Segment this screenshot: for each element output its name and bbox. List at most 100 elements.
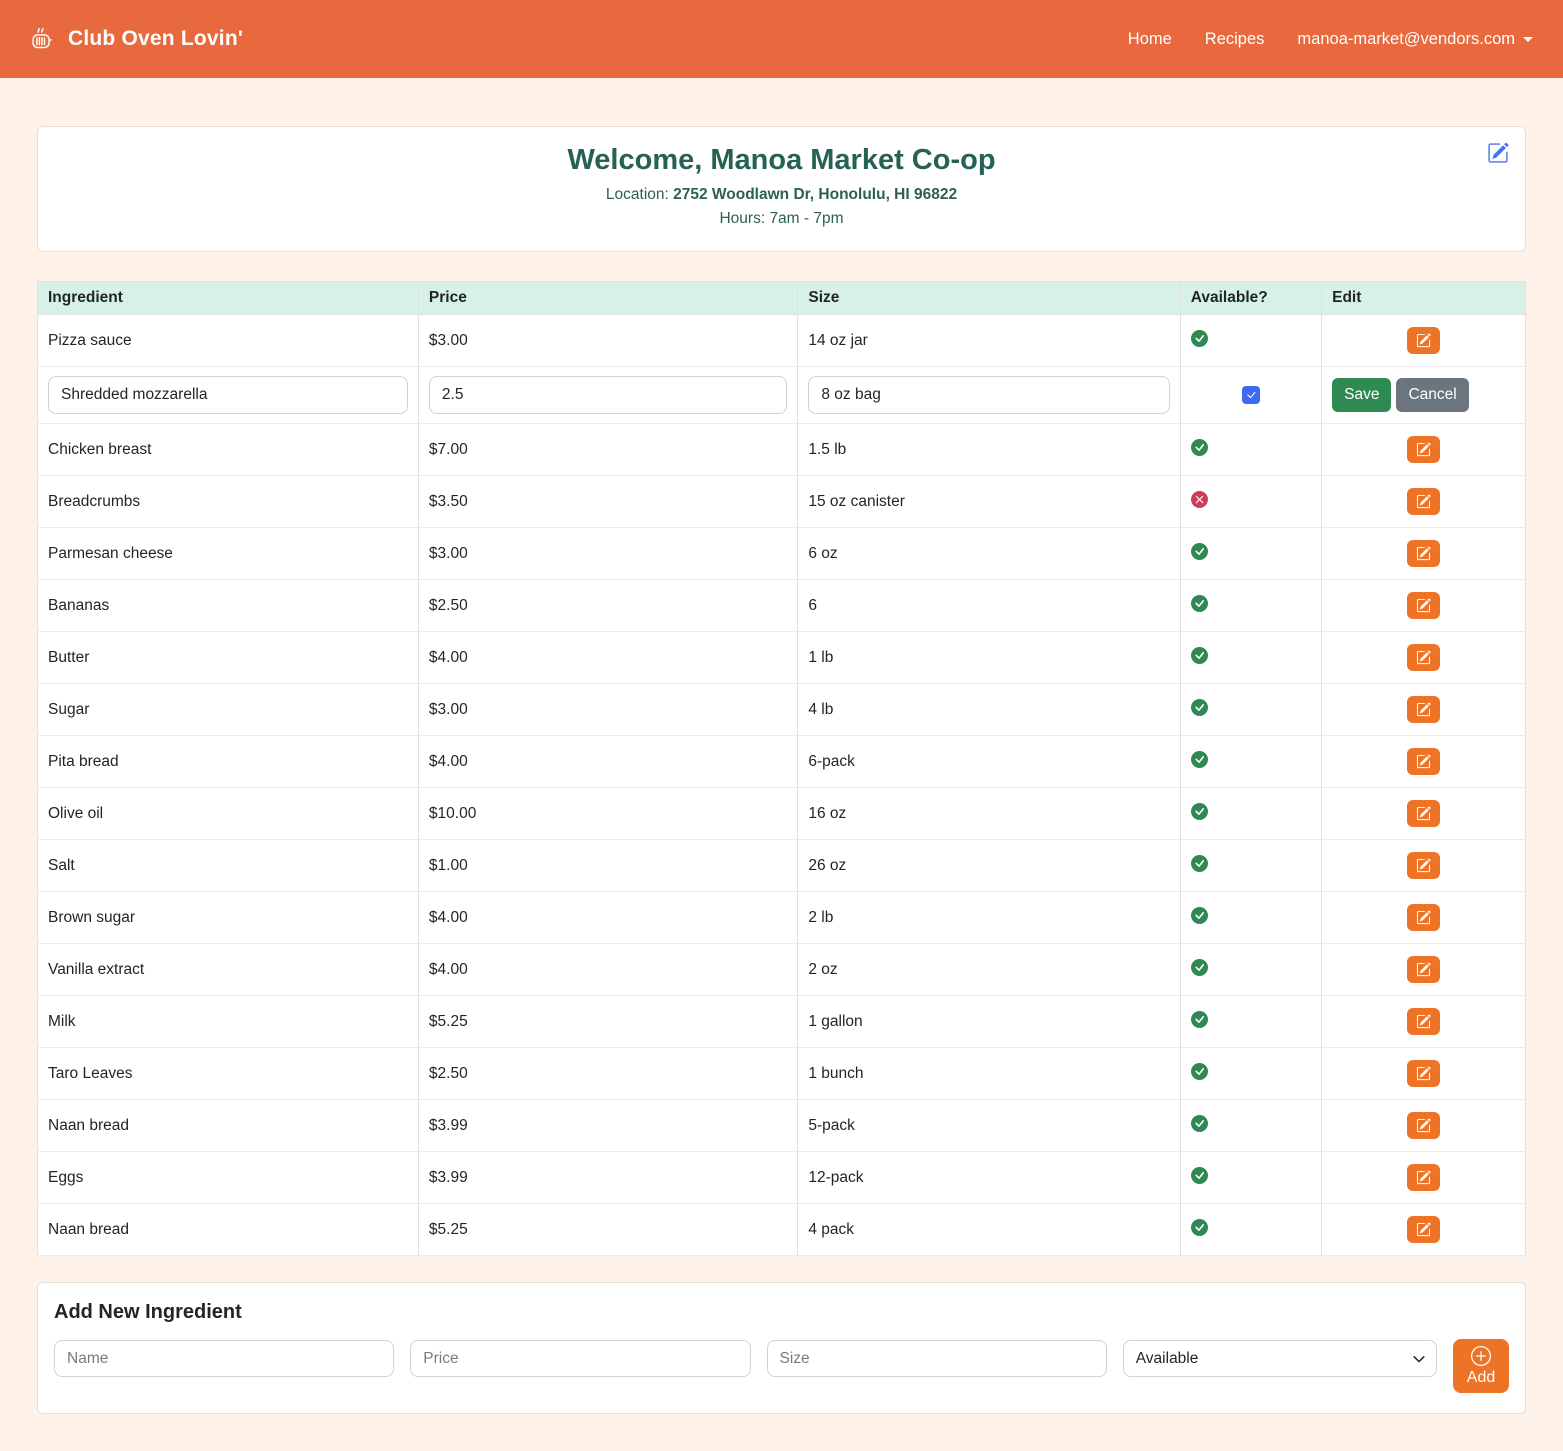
ingredient-edit-cell: [1321, 423, 1526, 476]
pencil-square-icon: [1417, 806, 1431, 821]
available-check-icon: [1190, 854, 1208, 872]
ingredient-available-cell: [1179, 631, 1323, 684]
account-dropdown-toggle[interactable]: manoa-market@vendors.com: [1297, 30, 1533, 49]
edit-button[interactable]: [1407, 488, 1441, 515]
welcome-card: Welcome, Manoa Market Co-op Location: 27…: [37, 126, 1526, 252]
edit-button[interactable]: [1407, 1164, 1441, 1191]
ingredient-edit-cell: [1321, 314, 1526, 367]
table-row: Pita bread $4.00 6-pack: [37, 735, 1526, 788]
ingredient-name-cell: Salt: [37, 839, 419, 892]
header-size: Size: [797, 281, 1181, 315]
ingredient-size-cell: 1.5 lb: [797, 423, 1181, 476]
edit-button[interactable]: [1407, 1060, 1441, 1087]
ingredient-price-cell: $2.50: [417, 579, 799, 632]
pencil-square-icon: [1417, 910, 1431, 925]
edit-vendor-button[interactable]: [1485, 140, 1511, 166]
ingredient-available-cell: [1179, 527, 1323, 580]
pencil-square-icon: [1417, 858, 1431, 873]
ingredient-available-cell: [1179, 1203, 1323, 1256]
add-button[interactable]: Add: [1453, 1339, 1509, 1393]
ingredient-name-cell: Pita bread: [37, 735, 419, 788]
available-check-icon: [1190, 542, 1208, 560]
steaming-pot-logo-icon: [28, 26, 55, 53]
brand: Club Oven Lovin': [28, 26, 243, 53]
location-value: 2752 Woodlawn Dr, Honolulu, HI 96822: [673, 186, 958, 203]
ingredient-edit-cell: [1321, 475, 1526, 528]
ingredient-edit-cell: [1321, 1203, 1526, 1256]
available-check-icon: [1190, 594, 1208, 612]
edit-size-input[interactable]: [808, 376, 1170, 414]
ingredient-name-cell: Parmesan cheese: [37, 527, 419, 580]
pencil-square-icon: [1417, 546, 1431, 561]
new-size-input[interactable]: [766, 1340, 1107, 1377]
new-name-input[interactable]: [54, 1340, 395, 1377]
edit-name-input[interactable]: [48, 376, 408, 414]
edit-button[interactable]: [1407, 1112, 1441, 1139]
edit-button[interactable]: [1407, 904, 1441, 931]
available-check-icon: [1190, 646, 1208, 664]
edit-price-cell: [417, 366, 799, 424]
ingredient-price-cell: $3.50: [417, 475, 799, 528]
edit-button[interactable]: [1407, 696, 1441, 723]
table-row: Vanilla extract $4.00 2 oz: [37, 943, 1526, 996]
add-ingredient-form: Available Add: [54, 1339, 1509, 1393]
pencil-square-icon: [1417, 494, 1431, 509]
ingredient-size-cell: 2 oz: [797, 943, 1181, 996]
available-check-icon: [1190, 438, 1208, 456]
new-price-input[interactable]: [410, 1340, 751, 1377]
navbar: Club Oven Lovin' Home Recipes manoa-mark…: [0, 0, 1563, 78]
edit-price-input[interactable]: [428, 376, 788, 414]
ingredient-edit-cell: [1321, 683, 1526, 736]
ingredient-price-cell: $4.00: [417, 891, 799, 944]
edit-button[interactable]: [1407, 748, 1441, 775]
ingredient-name-cell: Naan bread: [37, 1099, 419, 1152]
save-button[interactable]: Save: [1332, 378, 1392, 412]
edit-button[interactable]: [1407, 436, 1441, 463]
available-check-icon: [1190, 958, 1208, 976]
available-check-icon: [1190, 1062, 1208, 1080]
edit-button[interactable]: [1407, 327, 1441, 354]
edit-button[interactable]: [1407, 852, 1441, 879]
edit-button[interactable]: [1407, 1008, 1441, 1035]
cancel-button[interactable]: Cancel: [1396, 378, 1469, 412]
caret-down-icon: [1523, 36, 1533, 42]
table-row: Parmesan cheese $3.00 6 oz: [37, 527, 1526, 580]
edit-button[interactable]: [1407, 800, 1441, 827]
edit-button[interactable]: [1407, 644, 1441, 671]
ingredient-name-cell: Vanilla extract: [37, 943, 419, 996]
ingredient-available-cell: [1179, 995, 1323, 1048]
ingredient-available-cell: [1179, 1099, 1323, 1152]
ingredients-table: Ingredient Price Size Available? Edit Pi…: [37, 281, 1526, 1256]
pencil-square-icon: [1417, 754, 1431, 769]
hours-label: Hours:: [719, 210, 766, 227]
ingredient-edit-cell: [1321, 891, 1526, 944]
nav-link-recipes[interactable]: Recipes: [1204, 29, 1265, 48]
edit-button[interactable]: [1407, 540, 1441, 567]
pencil-square-icon: [1417, 1118, 1431, 1133]
location-line: Location: 2752 Woodlawn Dr, Honolulu, HI…: [58, 186, 1505, 204]
ingredient-price-cell: $4.00: [417, 943, 799, 996]
available-check-icon: [1190, 329, 1208, 347]
ingredient-name-cell: Pizza sauce: [37, 314, 419, 367]
availability-select[interactable]: Available: [1122, 1340, 1437, 1377]
available-checkbox[interactable]: [1241, 385, 1260, 404]
ingredient-available-cell: [1179, 891, 1323, 944]
edit-button[interactable]: [1407, 592, 1441, 619]
ingredient-size-cell: 16 oz: [797, 787, 1181, 840]
pencil-square-icon: [1417, 1014, 1431, 1029]
ingredient-price-cell: $4.00: [417, 631, 799, 684]
pencil-square-icon: [1417, 1066, 1431, 1081]
checkbox-check-icon: [1247, 391, 1256, 399]
nav-link-home[interactable]: Home: [1127, 29, 1172, 48]
edit-available-cell: [1179, 366, 1323, 424]
ingredient-price-cell: $7.00: [417, 423, 799, 476]
edit-button[interactable]: [1407, 956, 1441, 983]
edit-button[interactable]: [1407, 1216, 1441, 1243]
table-row: Sugar $3.00 4 lb: [37, 683, 1526, 736]
ingredient-name-cell: Sugar: [37, 683, 419, 736]
location-label: Location:: [605, 186, 669, 203]
ingredient-price-cell: $3.00: [417, 314, 799, 367]
header-edit: Edit: [1321, 281, 1526, 315]
ingredient-size-cell: 6 oz: [797, 527, 1181, 580]
